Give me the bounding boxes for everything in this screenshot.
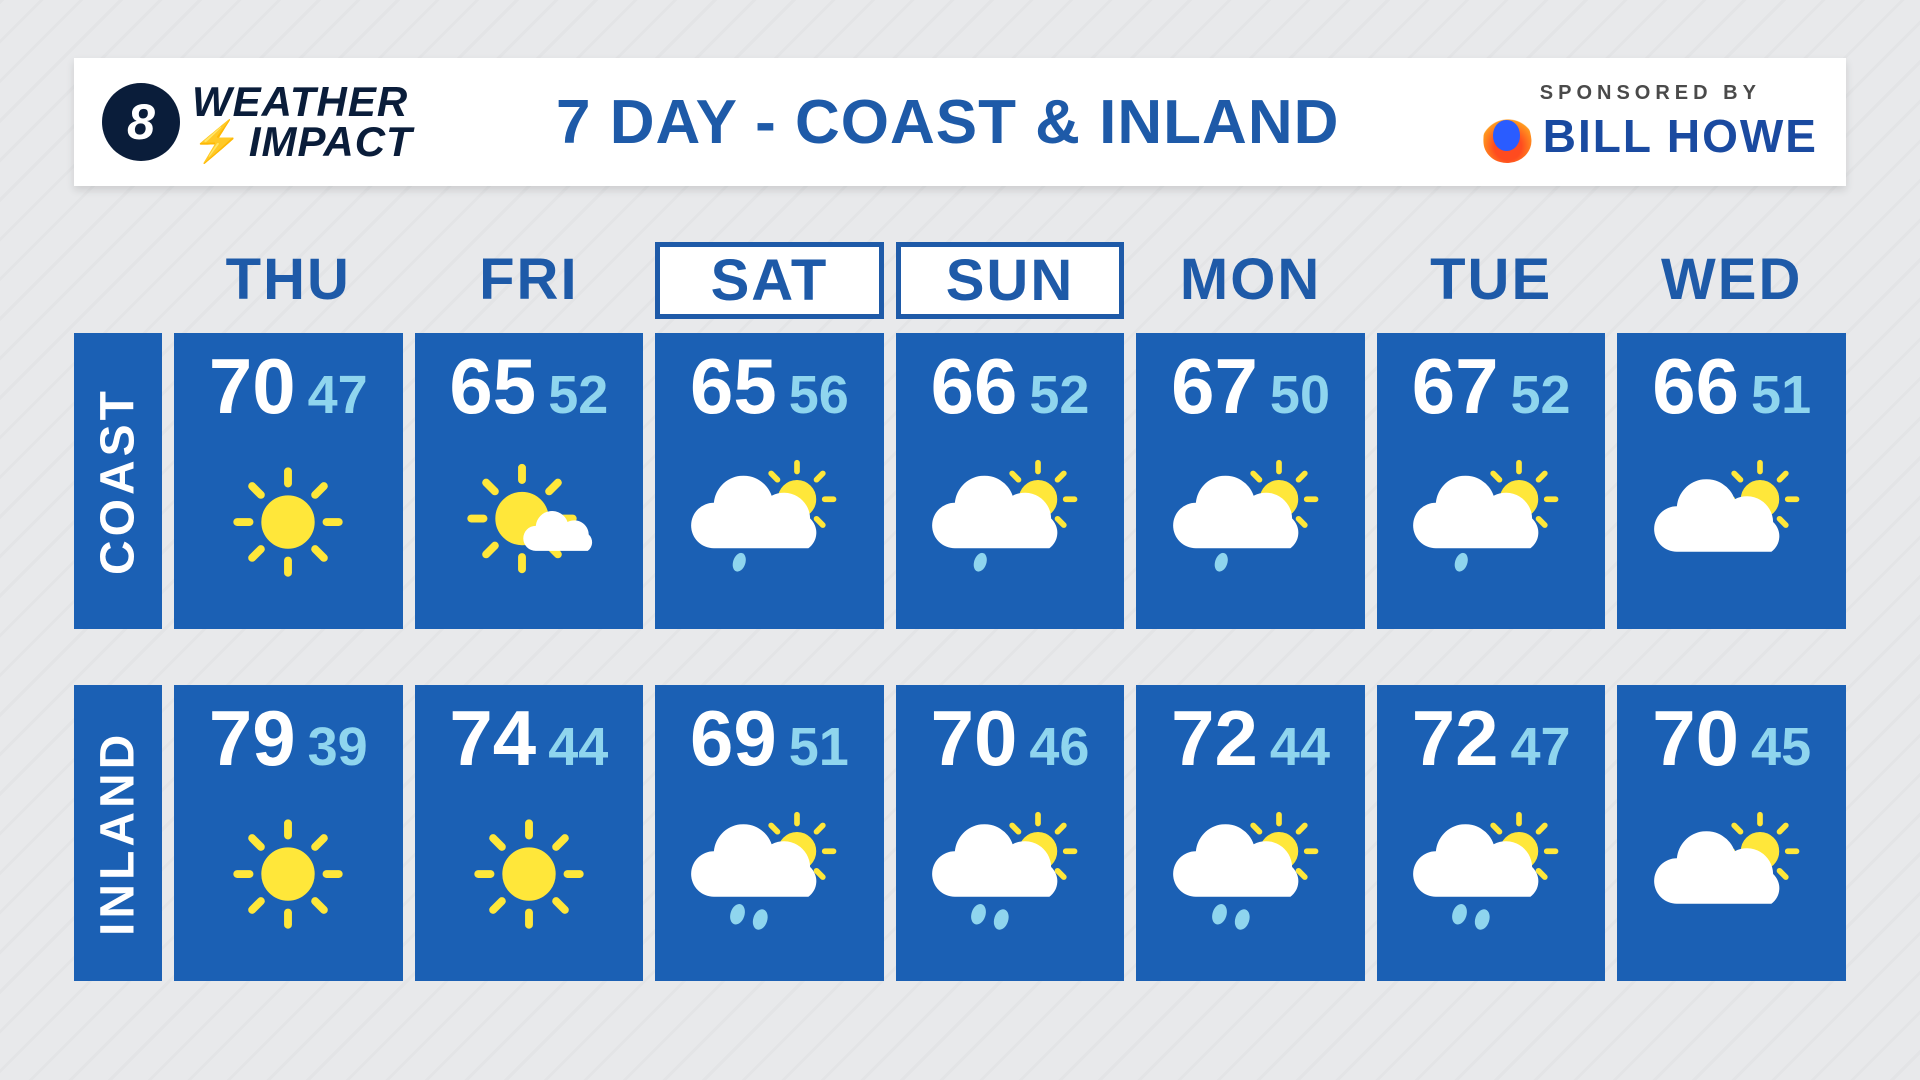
temps: 6651: [1652, 347, 1811, 425]
temps: 7247: [1412, 699, 1571, 777]
day-label: SUN: [896, 242, 1125, 319]
weather-impact-logo: WEATHER ⚡ IMPACT: [192, 82, 413, 162]
temps: 7939: [209, 699, 368, 777]
cloud-sun-drizzle-icon: [665, 425, 874, 619]
high-temp: 65: [690, 347, 777, 425]
low-temp: 51: [789, 720, 849, 774]
sunny-icon: [184, 425, 393, 619]
high-temp: 72: [1171, 699, 1258, 777]
cloud-sun-drizzle-icon: [1146, 425, 1355, 619]
low-temp: 52: [1510, 368, 1570, 422]
low-temp: 56: [789, 368, 849, 422]
low-temp: 44: [1270, 720, 1330, 774]
cloud-sun-drizzle-icon: [906, 425, 1115, 619]
forecast-card: 6750: [1136, 333, 1365, 629]
high-temp: 70: [209, 347, 296, 425]
low-temp: 39: [308, 720, 368, 774]
sponsor-name: BILL HOWE: [1543, 109, 1818, 163]
high-temp: 67: [1171, 347, 1258, 425]
forecast-card: 7047: [174, 333, 403, 629]
day-label: MON: [1136, 242, 1365, 319]
low-temp: 52: [548, 368, 608, 422]
day-label: TUE: [1377, 242, 1606, 319]
temps: 6552: [449, 347, 608, 425]
high-temp: 67: [1412, 347, 1499, 425]
high-temp: 65: [449, 347, 536, 425]
low-temp: 52: [1029, 368, 1089, 422]
temps: 7047: [209, 347, 368, 425]
forecast-title: 7 DAY - COAST & INLAND: [556, 87, 1339, 158]
low-temp: 47: [308, 368, 368, 422]
partly-cloudy-icon: [1627, 425, 1836, 619]
row-label: INLAND: [74, 685, 162, 981]
forecast-card: 6556: [655, 333, 884, 629]
sunny-icon: [425, 777, 634, 971]
low-temp: 44: [548, 720, 608, 774]
low-temp: 51: [1751, 368, 1811, 422]
header-bar: 8 WEATHER ⚡ IMPACT 7 DAY - COAST & INLAN…: [74, 58, 1846, 186]
sunny-icon: [184, 777, 393, 971]
row-label: COAST: [74, 333, 162, 629]
temps: 7045: [1652, 699, 1811, 777]
partly-cloudy-icon: [1627, 777, 1836, 971]
forecast-card: 7046: [896, 685, 1125, 981]
day-label: FRI: [415, 242, 644, 319]
high-temp: 66: [931, 347, 1018, 425]
logo-line-1: WEATHER: [192, 82, 413, 122]
logo-line-2-text: IMPACT: [249, 122, 413, 162]
high-temp: 66: [1652, 347, 1739, 425]
mostly-sunny-icon: [425, 425, 634, 619]
forecast-row: COAST70476552 6556 6652 6750 6752 6651: [74, 333, 1846, 629]
forecast-grid: THUFRISATSUNMONTUEWED COAST70476552 6556…: [74, 242, 1846, 1037]
temps: 6556: [690, 347, 849, 425]
temps: 6752: [1412, 347, 1571, 425]
forecast-card: 6951: [655, 685, 884, 981]
forecast-card: 6652: [896, 333, 1125, 629]
day-label: THU: [174, 242, 403, 319]
low-temp: 46: [1029, 720, 1089, 774]
high-temp: 72: [1412, 699, 1499, 777]
low-temp: 50: [1270, 368, 1330, 422]
day-labels-row: THUFRISATSUNMONTUEWED: [74, 242, 1846, 319]
forecast-card: 7045: [1617, 685, 1846, 981]
cloud-sun-rain-icon: [1387, 777, 1596, 971]
high-temp: 79: [209, 699, 296, 777]
forecast-card: 7244: [1136, 685, 1365, 981]
temps: 6652: [931, 347, 1090, 425]
high-temp: 70: [931, 699, 1018, 777]
sponsor-block: SPONSORED BY BILL HOWE: [1483, 82, 1818, 163]
forecast-card: 7444: [415, 685, 644, 981]
forecast-card: 6552: [415, 333, 644, 629]
forecast-row: INLAND793974446951 7046 7244 7247: [74, 685, 1846, 981]
lightning-icon: ⚡: [192, 123, 243, 161]
temps: 7244: [1171, 699, 1330, 777]
channel-8-icon: 8: [102, 83, 180, 161]
forecast-card: 7247: [1377, 685, 1606, 981]
low-temp: 45: [1751, 720, 1811, 774]
forecast-card: 7939: [174, 685, 403, 981]
logo-line-2: ⚡ IMPACT: [192, 122, 413, 162]
cloud-sun-rain-icon: [1146, 777, 1355, 971]
sponsor-label: SPONSORED BY: [1483, 82, 1818, 105]
day-label: WED: [1617, 242, 1846, 319]
station-logo: 8 WEATHER ⚡ IMPACT: [102, 82, 413, 162]
day-label: SAT: [655, 242, 884, 319]
forecast-card: 6651: [1617, 333, 1846, 629]
high-temp: 69: [690, 699, 777, 777]
temps: 7444: [449, 699, 608, 777]
low-temp: 47: [1510, 720, 1570, 774]
temps: 6951: [690, 699, 849, 777]
flame-icon: [1483, 109, 1531, 163]
temps: 6750: [1171, 347, 1330, 425]
temps: 7046: [931, 699, 1090, 777]
forecast-card: 6752: [1377, 333, 1606, 629]
cloud-sun-drizzle-icon: [1387, 425, 1596, 619]
high-temp: 74: [449, 699, 536, 777]
cloud-sun-rain-icon: [906, 777, 1115, 971]
high-temp: 70: [1652, 699, 1739, 777]
sponsor-brand: BILL HOWE: [1483, 109, 1818, 163]
cloud-sun-rain-icon: [665, 777, 874, 971]
